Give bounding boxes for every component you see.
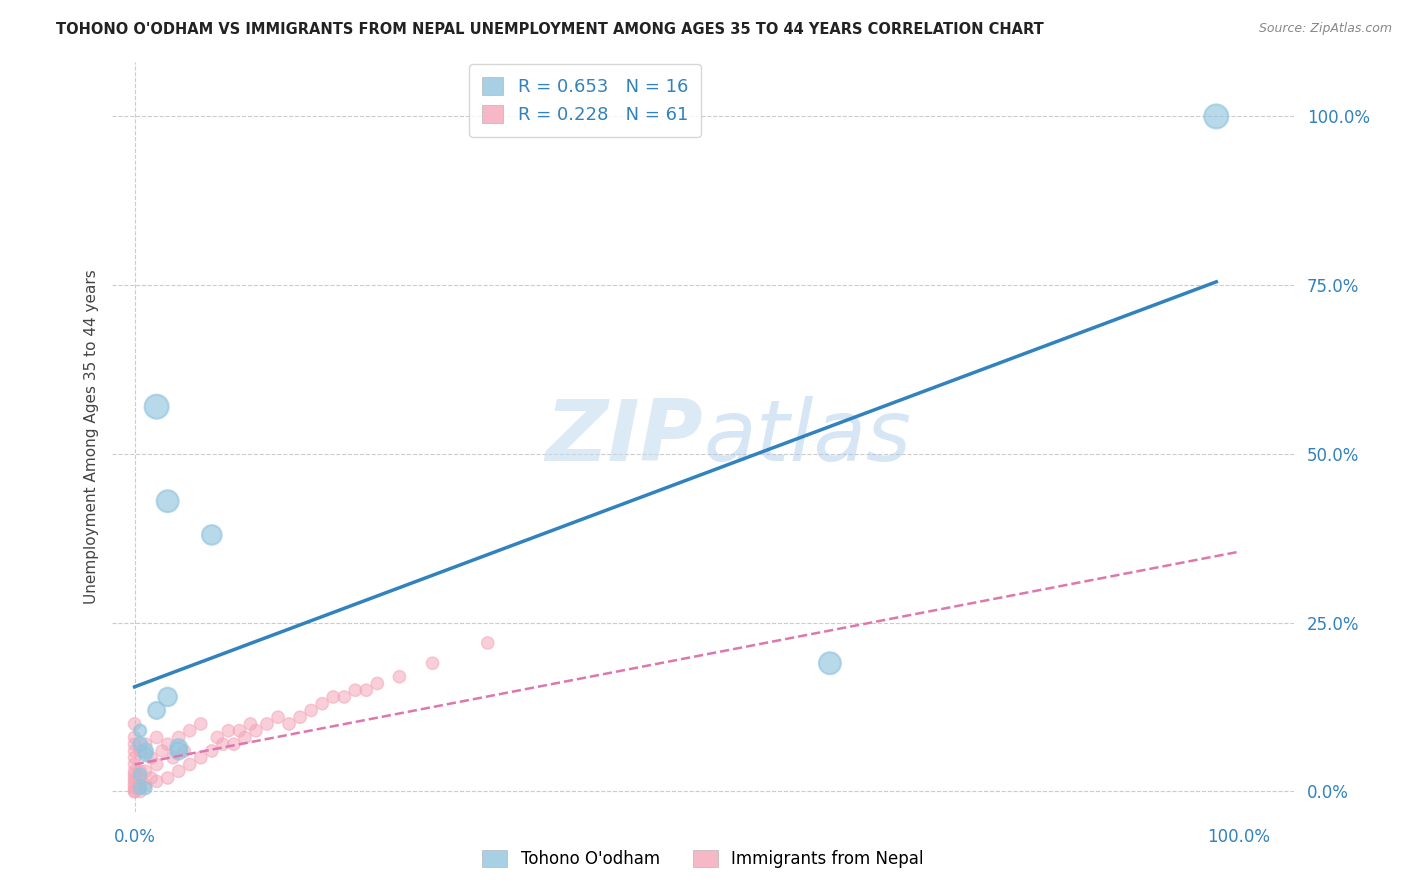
Point — [288, 710, 311, 724]
Point — [145, 703, 167, 717]
Point — [124, 750, 146, 764]
Point — [422, 657, 444, 671]
Point — [124, 767, 146, 781]
Legend: R = 0.653   N = 16, R = 0.228   N = 61: R = 0.653 N = 16, R = 0.228 N = 61 — [470, 64, 700, 137]
Point — [145, 731, 167, 745]
Point — [179, 757, 201, 772]
Point — [124, 784, 146, 798]
Text: atlas: atlas — [703, 395, 911, 479]
Point — [145, 757, 167, 772]
Point — [124, 778, 146, 792]
Point — [1205, 110, 1227, 124]
Point — [129, 771, 152, 785]
Point — [256, 717, 278, 731]
Point — [245, 723, 267, 738]
Point — [356, 683, 378, 698]
Point — [124, 781, 146, 796]
Point — [150, 744, 173, 758]
Point — [233, 731, 256, 745]
Point — [124, 784, 146, 798]
Text: TOHONO O'ODHAM VS IMMIGRANTS FROM NEPAL UNEMPLOYMENT AMONG AGES 35 TO 44 YEARS C: TOHONO O'ODHAM VS IMMIGRANTS FROM NEPAL … — [56, 22, 1045, 37]
Point — [135, 744, 157, 758]
Point — [222, 737, 245, 751]
Text: Source: ZipAtlas.com: Source: ZipAtlas.com — [1258, 22, 1392, 36]
Point — [201, 528, 224, 542]
Point — [299, 703, 322, 717]
Point — [190, 750, 212, 764]
Point — [322, 690, 344, 704]
Text: ZIP: ZIP — [546, 395, 703, 479]
Point — [217, 723, 239, 738]
Point — [135, 747, 157, 762]
Point — [124, 737, 146, 751]
Point — [135, 781, 157, 796]
Point — [167, 764, 190, 779]
Point — [333, 690, 356, 704]
Point — [278, 717, 301, 731]
Point — [228, 723, 250, 738]
Point — [167, 731, 190, 745]
Point — [344, 683, 367, 698]
Point — [129, 781, 152, 796]
Point — [179, 723, 201, 738]
Point — [818, 657, 841, 671]
Point — [477, 636, 499, 650]
Point — [156, 690, 179, 704]
Point — [129, 778, 152, 792]
Point — [156, 771, 179, 785]
Point — [239, 717, 262, 731]
Point — [366, 676, 388, 690]
Point — [135, 778, 157, 792]
Point — [201, 744, 224, 758]
Point — [124, 774, 146, 789]
Point — [129, 744, 152, 758]
Point — [124, 771, 146, 785]
Point — [139, 771, 162, 785]
Point — [190, 717, 212, 731]
Point — [135, 737, 157, 751]
Point — [388, 670, 411, 684]
Point — [124, 717, 146, 731]
Point — [167, 744, 190, 758]
Point — [124, 731, 146, 745]
Point — [311, 697, 333, 711]
Point — [167, 740, 190, 755]
Point — [267, 710, 290, 724]
Point — [139, 750, 162, 764]
Point — [129, 737, 152, 751]
Point — [129, 784, 152, 798]
Y-axis label: Unemployment Among Ages 35 to 44 years: Unemployment Among Ages 35 to 44 years — [83, 269, 98, 605]
Point — [129, 723, 152, 738]
Point — [145, 400, 167, 414]
Point — [129, 764, 152, 779]
Point — [156, 737, 179, 751]
Point — [145, 774, 167, 789]
Point — [207, 731, 229, 745]
Legend: Tohono O'odham, Immigrants from Nepal: Tohono O'odham, Immigrants from Nepal — [475, 843, 931, 875]
Point — [124, 757, 146, 772]
Point — [124, 764, 146, 779]
Point — [162, 750, 184, 764]
Point — [135, 764, 157, 779]
Point — [129, 767, 152, 781]
Point — [212, 737, 235, 751]
Point — [124, 744, 146, 758]
Point — [156, 494, 179, 508]
Point — [173, 744, 195, 758]
